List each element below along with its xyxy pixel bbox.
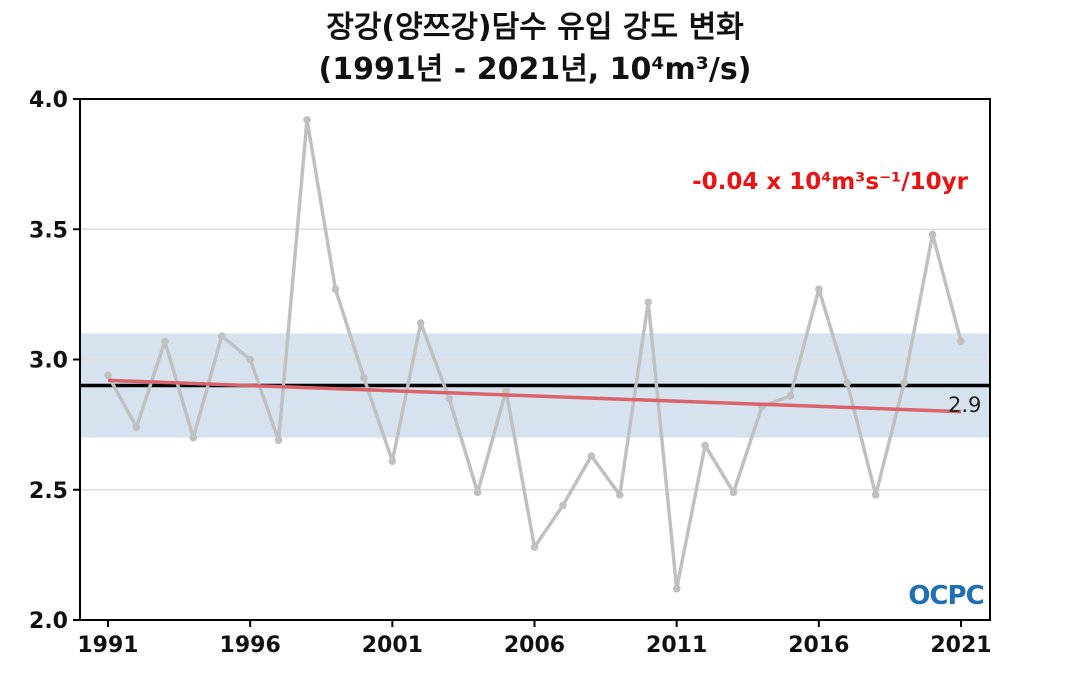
data-point-1991 [104,371,112,379]
mean-label: 2.9 [948,393,981,417]
data-point-2010 [644,298,653,306]
data-point-2015 [786,392,795,400]
data-point-2013 [729,488,738,497]
data-point-2018 [871,491,880,499]
data-point-1992 [132,423,141,432]
data-point-2002 [416,319,425,327]
data-point-1995 [217,332,226,340]
data-point-2012 [701,441,709,450]
data-point-2007 [559,501,567,510]
data-point-2001 [388,457,397,465]
y-tick-label: 3.0 [29,349,68,374]
data-point-2016 [815,285,823,293]
x-tick-label: 2011 [646,633,707,658]
chart-subtitle: (1991년 - 2021년, 10⁴m³/s) [318,52,752,87]
data-point-1997 [274,436,283,445]
data-point-1999 [331,285,340,293]
chart-title: 장강(양쯔강)담수 유입 강도 변화 [326,10,744,45]
data-point-2006 [530,543,539,551]
x-tick-label: 2021 [930,633,991,658]
data-point-2009 [616,491,624,499]
x-tick-label: 1996 [220,633,281,658]
data-point-2021 [957,337,965,346]
data-point-2000 [360,373,368,382]
data-point-2020 [928,230,937,239]
x-tick-label: 1991 [77,633,138,658]
data-point-2005 [502,386,510,395]
x-tick-label: 2006 [504,633,565,658]
data-point-2008 [587,452,596,460]
y-tick-label: 2.5 [29,479,68,504]
trend-line [107,378,962,414]
data-point-2017 [843,379,852,387]
y-tick-label: 3.5 [29,218,68,243]
ocpc-logo: OCPC [908,581,983,611]
x-tick-label: 2016 [788,633,849,658]
data-point-1994 [189,433,198,442]
y-tick-label: 2.0 [29,609,68,634]
y-tick-label: 4.0 [29,88,68,113]
data-point-1998 [303,116,311,124]
data-point-1996 [246,355,254,364]
data-point-2019 [900,379,908,387]
data-point-2003 [445,394,454,403]
x-tick-label: 2001 [362,633,423,658]
data-point-1993 [161,337,169,346]
trend-label: -0.04 x 10⁴m³s⁻¹/10yr [692,169,969,195]
data-point-2011 [672,584,681,593]
data-point-2004 [473,488,482,497]
